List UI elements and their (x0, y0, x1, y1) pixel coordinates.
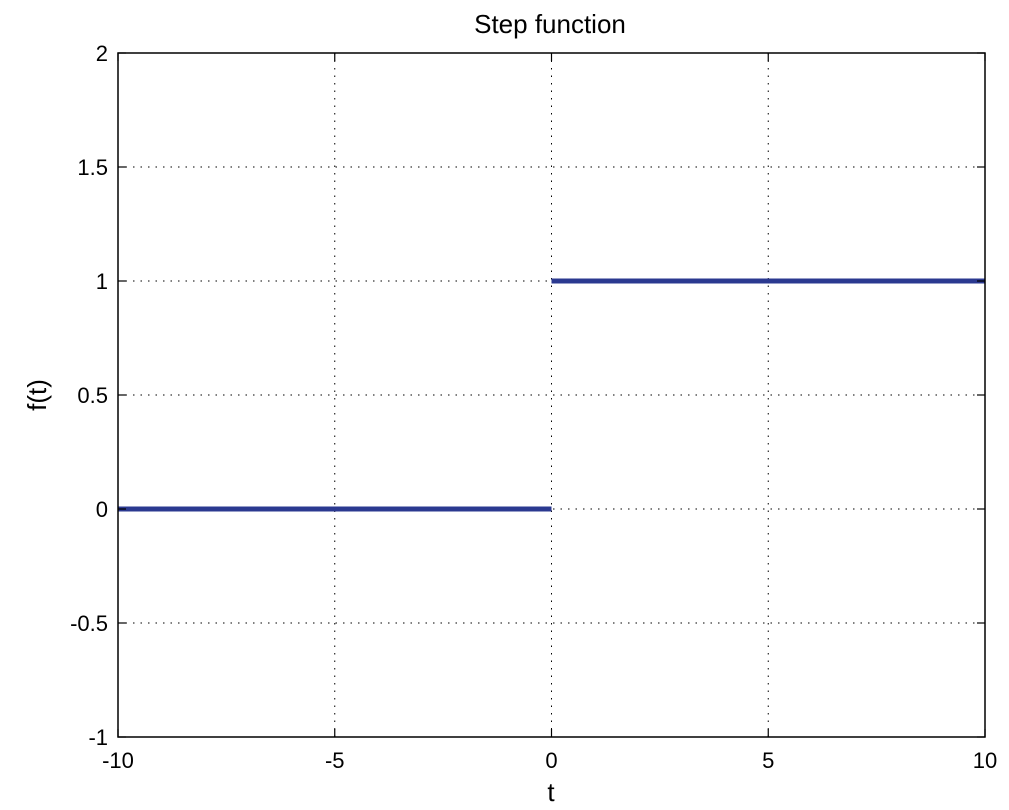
y-axis-label: f(t) (22, 379, 52, 411)
y-tick-label: -1 (88, 725, 108, 750)
y-tick-label: -0.5 (70, 611, 108, 636)
grid-lines (118, 53, 985, 737)
x-tick-label: 0 (545, 748, 557, 773)
x-axis-label: t (547, 777, 555, 807)
y-tick-label: 0 (96, 497, 108, 522)
y-tick-label: 1.5 (77, 155, 108, 180)
x-tick-label: -5 (325, 748, 345, 773)
x-tick-label: 5 (762, 748, 774, 773)
x-tick-labels: -10 -5 0 5 10 (102, 748, 997, 773)
axis-ticks (117, 52, 986, 738)
chart-title: Step function (474, 9, 626, 39)
plot-area (118, 53, 985, 737)
y-tick-label: 2 (96, 41, 108, 66)
x-tick-label: -10 (102, 748, 134, 773)
data-series (118, 278, 985, 512)
x-tick-label: 10 (973, 748, 997, 773)
y-tick-label: 0.5 (77, 383, 108, 408)
y-tick-labels: -1 -0.5 0 0.5 1 1.5 2 (70, 41, 108, 750)
y-tick-label: 1 (96, 269, 108, 294)
